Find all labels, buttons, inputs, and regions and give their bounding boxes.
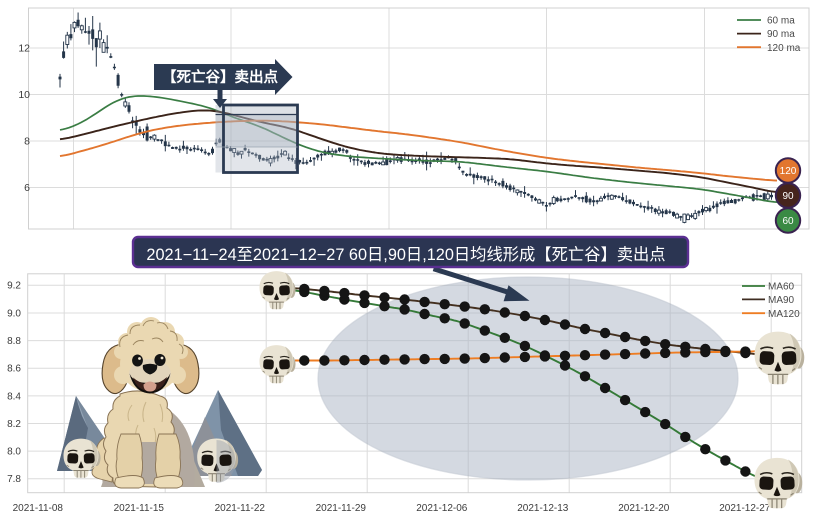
- svg-text:2021-12-20: 2021-12-20: [618, 503, 670, 514]
- svg-text:2021-12-13: 2021-12-13: [517, 503, 569, 514]
- svg-text:90: 90: [782, 191, 794, 202]
- svg-text:2021-11-29: 2021-11-29: [316, 503, 367, 514]
- svg-text:8: 8: [24, 136, 30, 148]
- svg-text:MA120: MA120: [768, 309, 800, 320]
- svg-text:MA60: MA60: [768, 282, 795, 293]
- svg-text:8.4: 8.4: [7, 391, 21, 402]
- svg-text:8.2: 8.2: [7, 419, 21, 430]
- svg-text:60 ma: 60 ma: [767, 16, 795, 27]
- svg-text:MA90: MA90: [768, 295, 795, 306]
- svg-text:7.8: 7.8: [7, 474, 21, 485]
- svg-text:120 ma: 120 ma: [767, 43, 801, 54]
- svg-text:6: 6: [24, 182, 30, 194]
- svg-text:2021-11-15: 2021-11-15: [114, 503, 165, 514]
- svg-text:8.0: 8.0: [7, 447, 21, 458]
- svg-text:90 ma: 90 ma: [767, 29, 795, 40]
- svg-text:12: 12: [18, 43, 30, 55]
- svg-text:2021-11-22: 2021-11-22: [215, 503, 266, 514]
- svg-text:10: 10: [18, 89, 30, 101]
- svg-text:8.8: 8.8: [7, 336, 21, 347]
- svg-text:2021−11−24至2021−12−27 60日,90日,: 2021−11−24至2021−12−27 60日,90日,120日均线形成【死…: [146, 246, 665, 264]
- svg-text:9.2: 9.2: [7, 281, 21, 292]
- svg-text:2021-12-27: 2021-12-27: [719, 503, 771, 514]
- svg-text:【死亡谷】卖出点: 【死亡谷】卖出点: [162, 68, 278, 86]
- svg-text:60: 60: [782, 216, 794, 227]
- svg-text:9.0: 9.0: [7, 309, 21, 320]
- svg-text:8.6: 8.6: [7, 364, 21, 375]
- svg-text:120: 120: [780, 166, 797, 177]
- svg-text:2021-11-08: 2021-11-08: [13, 503, 64, 514]
- svg-text:2021-12-06: 2021-12-06: [416, 503, 468, 514]
